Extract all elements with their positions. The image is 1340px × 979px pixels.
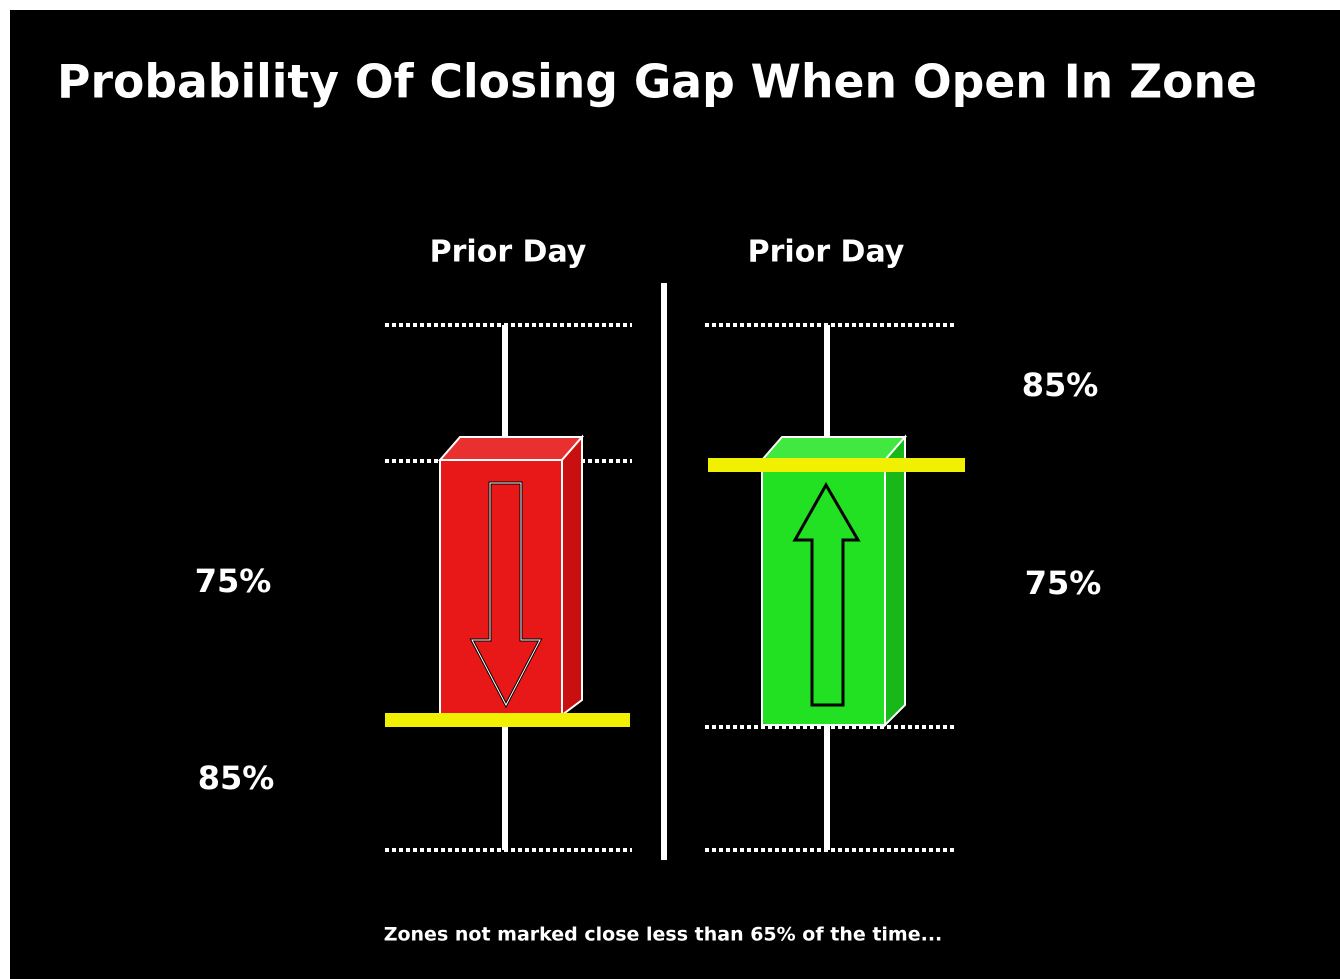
open-level (708, 458, 965, 472)
diagram: Probability Of Closing Gap When Open In … (0, 0, 1340, 979)
candle-top (440, 437, 582, 460)
panel-label: Prior Day (748, 235, 905, 270)
background (10, 10, 1340, 979)
zone-label: 85% (1022, 366, 1099, 404)
title: Probability Of Closing Gap When Open In … (57, 55, 1257, 109)
zone-label: 75% (195, 562, 272, 600)
footnote: Zones not marked close less than 65% of … (384, 924, 943, 946)
candle-top (762, 437, 905, 460)
zone-label: 85% (198, 759, 275, 797)
open-level (385, 713, 630, 727)
zone-label: 75% (1025, 564, 1102, 602)
candle-side (885, 437, 905, 725)
panel-label: Prior Day (430, 235, 587, 270)
candle-side (562, 437, 582, 715)
